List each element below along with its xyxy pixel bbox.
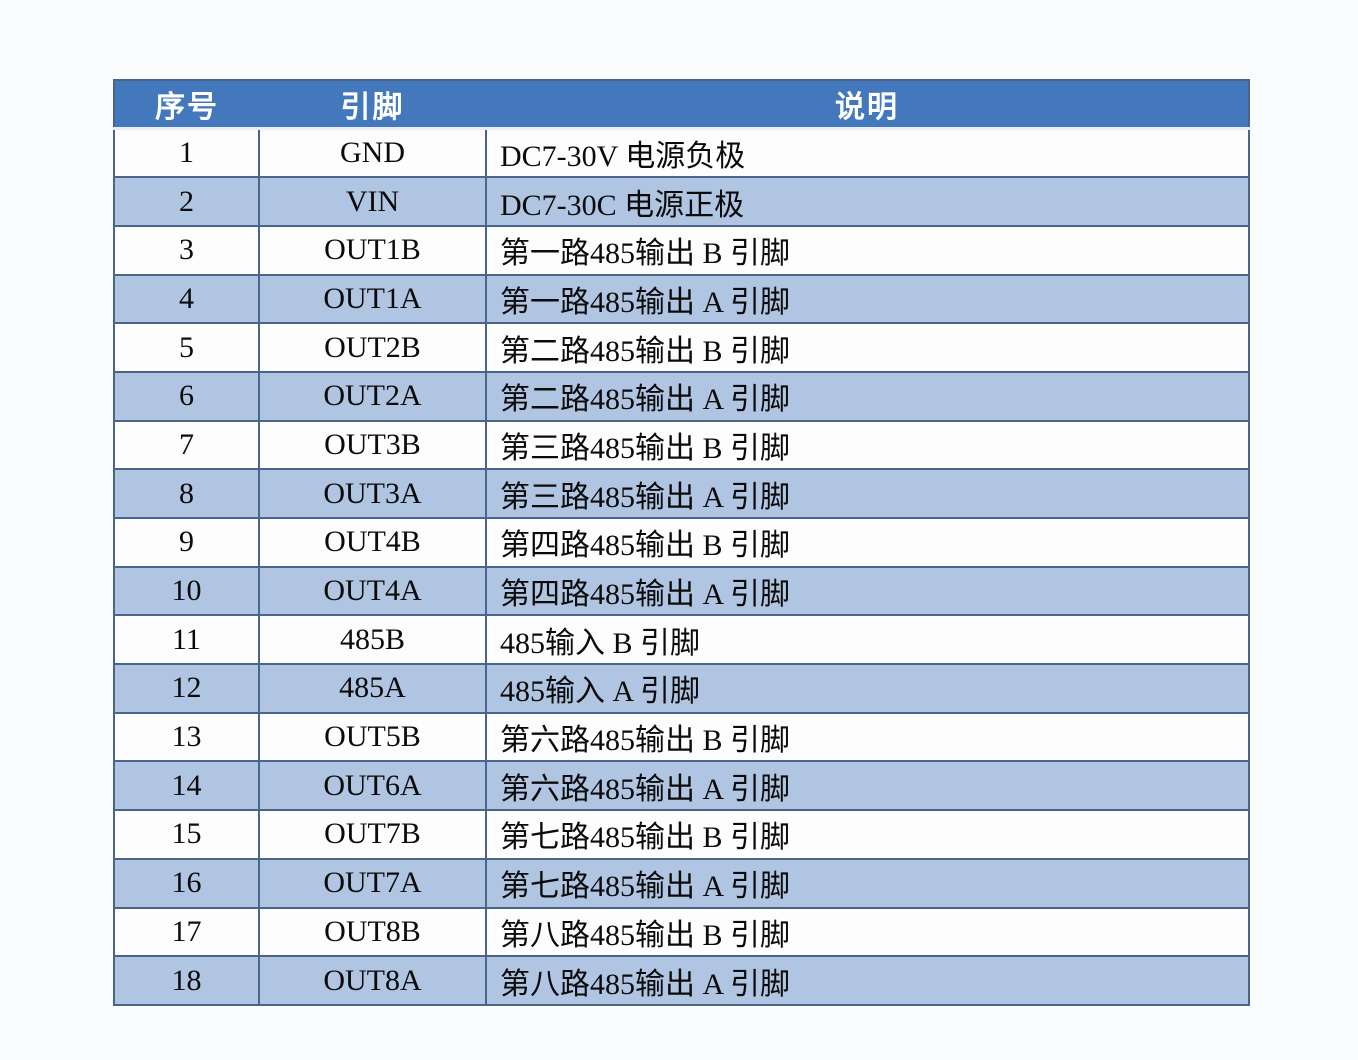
cell-pin: VIN xyxy=(258,176,487,227)
cell-pin: OUT4B xyxy=(258,517,487,568)
cell-pin: OUT2B xyxy=(258,322,487,373)
cell-index: 9 xyxy=(113,517,260,568)
cell-description: DC7-30C 电源正极 xyxy=(485,176,1250,227)
cell-index: 1 xyxy=(113,127,260,179)
cell-pin: 485B xyxy=(258,614,487,666)
table-row: 8 OUT3A 第三路485输出 A 引脚 xyxy=(113,468,1250,519)
cell-description: 第六路485输出 B 引脚 xyxy=(485,711,1250,763)
column-header-description: 说明 xyxy=(486,80,1249,130)
table-row: 9 OUT4B 第四路485输出 B 引脚 xyxy=(113,517,1250,568)
cell-index: 8 xyxy=(113,468,260,519)
pin-description-table: 序号 引脚 说明 1 GND DC7-30V 电源负极 2 VIN DC7-30C 电源正… xyxy=(113,79,1250,1006)
table-row: 4 OUT1A 第一路485输出 A 引脚 xyxy=(113,273,1250,325)
cell-index: 10 xyxy=(113,565,260,617)
cell-description: 第四路485输出 A 引脚 xyxy=(485,565,1250,617)
cell-index: 5 xyxy=(113,322,260,373)
cell-description: 第一路485输出 A 引脚 xyxy=(485,273,1250,325)
table-row: 10 OUT4A 第四路485输出 A 引脚 xyxy=(113,565,1250,617)
table-row: 15 OUT7B 第七路485输出 B 引脚 xyxy=(113,809,1250,860)
cell-index: 4 xyxy=(113,273,260,325)
cell-pin: 485A xyxy=(258,663,487,714)
cell-description: 第三路485输出 B 引脚 xyxy=(485,419,1250,471)
cell-index: 16 xyxy=(113,857,260,909)
cell-pin: OUT7B xyxy=(258,809,487,860)
cell-pin: OUT2A xyxy=(258,370,487,422)
cell-description: 第四路485输出 B 引脚 xyxy=(485,517,1250,568)
table-row: 13 OUT5B 第六路485输出 B 引脚 xyxy=(113,711,1250,763)
cell-description: 第八路485输出 B 引脚 xyxy=(485,906,1250,958)
cell-description: 第八路485输出 A 引脚 xyxy=(485,955,1250,1006)
cell-pin: OUT5B xyxy=(258,711,487,763)
table-row: 7 OUT3B 第三路485输出 B 引脚 xyxy=(113,419,1250,471)
cell-index: 13 xyxy=(113,711,260,763)
cell-index: 2 xyxy=(113,176,260,227)
cell-description: 485输入 B 引脚 xyxy=(485,614,1250,666)
cell-index: 7 xyxy=(113,419,260,471)
table-row: 1 GND DC7-30V 电源负极 xyxy=(113,127,1250,179)
cell-index: 14 xyxy=(113,760,260,812)
table-row: 5 OUT2B 第二路485输出 B 引脚 xyxy=(113,322,1250,373)
cell-pin: OUT1B xyxy=(258,224,487,276)
table-row: 16 OUT7A 第七路485输出 A 引脚 xyxy=(113,857,1250,909)
table-row: 2 VIN DC7-30C 电源正极 xyxy=(113,176,1250,227)
table-body: 1 GND DC7-30V 电源负极 2 VIN DC7-30C 电源正极 3 OUT1B 第一… xyxy=(113,127,1250,1006)
cell-index: 17 xyxy=(113,906,260,958)
cell-pin: OUT3B xyxy=(258,419,487,471)
cell-description: 第二路485输出 B 引脚 xyxy=(485,322,1250,373)
cell-index: 6 xyxy=(113,370,260,422)
column-header-index: 序号 xyxy=(114,80,259,130)
cell-description: DC7-30V 电源负极 xyxy=(485,127,1250,179)
cell-pin: OUT6A xyxy=(258,760,487,812)
cell-index: 15 xyxy=(113,809,260,860)
cell-pin: OUT3A xyxy=(258,468,487,519)
cell-description: 485输入 A 引脚 xyxy=(485,663,1250,714)
table-header-row: 序号 引脚 说明 xyxy=(114,80,1249,130)
cell-pin: OUT8A xyxy=(258,955,487,1006)
cell-description: 第七路485输出 A 引脚 xyxy=(485,857,1250,909)
cell-index: 3 xyxy=(113,224,260,276)
cell-pin: OUT4A xyxy=(258,565,487,617)
table-row: 11 485B 485输入 B 引脚 xyxy=(113,614,1250,666)
cell-pin: OUT1A xyxy=(258,273,487,325)
table-row: 12 485A 485输入 A 引脚 xyxy=(113,663,1250,714)
cell-description: 第一路485输出 B 引脚 xyxy=(485,224,1250,276)
cell-description: 第六路485输出 A 引脚 xyxy=(485,760,1250,812)
table-row: 17 OUT8B 第八路485输出 B 引脚 xyxy=(113,906,1250,958)
cell-description: 第三路485输出 A 引脚 xyxy=(485,468,1250,519)
table-row: 3 OUT1B 第一路485输出 B 引脚 xyxy=(113,224,1250,276)
cell-description: 第七路485输出 B 引脚 xyxy=(485,809,1250,860)
cell-index: 18 xyxy=(113,955,260,1006)
cell-index: 11 xyxy=(113,614,260,666)
cell-pin: OUT8B xyxy=(258,906,487,958)
table-row: 14 OUT6A 第六路485输出 A 引脚 xyxy=(113,760,1250,812)
table-row: 6 OUT2A 第二路485输出 A 引脚 xyxy=(113,370,1250,422)
cell-index: 12 xyxy=(113,663,260,714)
table-row: 18 OUT8A 第八路485输出 A 引脚 xyxy=(113,955,1250,1006)
cell-pin: GND xyxy=(258,127,487,179)
cell-description: 第二路485输出 A 引脚 xyxy=(485,370,1250,422)
column-header-pin: 引脚 xyxy=(259,80,486,130)
cell-pin: OUT7A xyxy=(258,857,487,909)
